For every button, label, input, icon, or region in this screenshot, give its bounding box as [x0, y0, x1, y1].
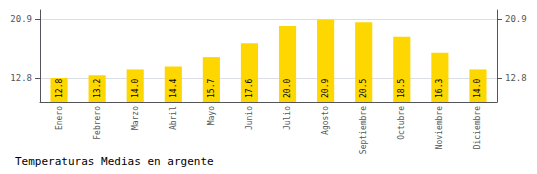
svg-text:14.0: 14.0: [473, 79, 482, 98]
svg-text:Diciembre: Diciembre: [473, 106, 482, 150]
svg-text:20.9: 20.9: [505, 14, 527, 24]
svg-text:Junio: Junio: [245, 106, 254, 130]
svg-text:Temperaturas Medias en argente: Temperaturas Medias en argente: [15, 155, 214, 168]
svg-text:Septiembre: Septiembre: [359, 106, 368, 154]
svg-text:Marzo: Marzo: [131, 106, 140, 130]
svg-text:16.3: 16.3: [435, 79, 444, 98]
svg-text:Enero: Enero: [55, 106, 64, 130]
svg-text:Noviembre: Noviembre: [435, 106, 444, 150]
svg-text:Abril: Abril: [169, 106, 178, 130]
svg-text:Agosto: Agosto: [321, 106, 330, 135]
svg-text:20.9: 20.9: [10, 14, 32, 24]
svg-text:17.6: 17.6: [245, 79, 254, 98]
svg-text:15.7: 15.7: [207, 79, 216, 98]
svg-text:Febrero: Febrero: [93, 106, 102, 140]
svg-text:Octubre: Octubre: [397, 106, 406, 140]
svg-text:18.5: 18.5: [397, 79, 406, 98]
svg-text:13.2: 13.2: [93, 79, 102, 98]
svg-text:20.0: 20.0: [283, 79, 292, 98]
svg-text:14.4: 14.4: [169, 79, 178, 98]
svg-text:Julio: Julio: [283, 106, 292, 130]
svg-text:12.8: 12.8: [10, 73, 32, 83]
svg-text:Mayo: Mayo: [207, 106, 216, 125]
svg-text:12.8: 12.8: [55, 79, 64, 98]
svg-text:12.8: 12.8: [505, 73, 527, 83]
svg-text:20.9: 20.9: [321, 79, 330, 98]
svg-text:14.0: 14.0: [131, 79, 140, 98]
svg-text:20.5: 20.5: [359, 79, 368, 98]
